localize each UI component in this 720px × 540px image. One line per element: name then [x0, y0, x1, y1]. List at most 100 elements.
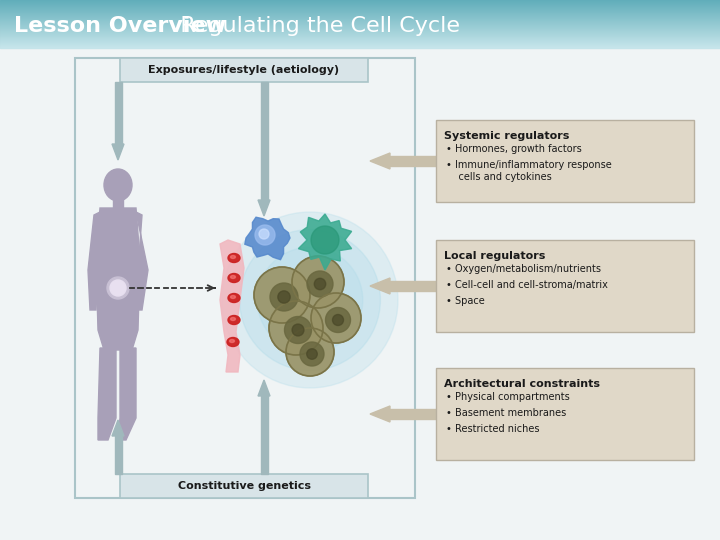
Circle shape [259, 229, 269, 239]
Ellipse shape [227, 338, 239, 347]
Bar [0, 22, 720, 23]
Bar [0, 10, 720, 11]
Bar [0, 28, 720, 29]
Polygon shape [258, 380, 270, 396]
Text: • Space: • Space [446, 296, 485, 306]
Bar [390, 281, 436, 291]
Bar [0, 5, 720, 6]
Polygon shape [370, 153, 390, 169]
Polygon shape [370, 278, 390, 294]
Bar [0, 2, 720, 3]
Circle shape [107, 277, 129, 299]
Bar [0, 44, 720, 45]
Circle shape [222, 212, 398, 388]
Circle shape [269, 301, 323, 355]
Text: Constitutive genetics: Constitutive genetics [178, 481, 310, 491]
Circle shape [307, 349, 318, 359]
Bar [0, 3, 720, 4]
Ellipse shape [230, 275, 235, 279]
Bar [0, 47, 720, 48]
Polygon shape [98, 348, 116, 440]
Bar [0, 17, 720, 18]
Bar [120, 58, 368, 82]
Polygon shape [112, 420, 124, 436]
Bar [0, 16, 720, 17]
Bar [0, 18, 720, 19]
Circle shape [325, 307, 351, 333]
Circle shape [333, 314, 343, 326]
Bar [0, 41, 720, 42]
Polygon shape [118, 348, 136, 440]
Bar [0, 45, 720, 46]
Bar [0, 33, 720, 34]
Bar [0, 46, 720, 47]
Bar [0, 24, 720, 25]
Ellipse shape [228, 253, 240, 262]
Circle shape [257, 247, 363, 353]
Bar [0, 27, 720, 28]
Bar [0, 19, 720, 20]
Bar [261, 82, 268, 200]
Circle shape [270, 283, 298, 311]
Bar [0, 26, 720, 27]
Bar [0, 43, 720, 44]
Text: • Cell-cell and cell-stroma/matrix: • Cell-cell and cell-stroma/matrix [446, 280, 608, 290]
Bar [0, 30, 720, 31]
Bar [261, 396, 268, 474]
Ellipse shape [230, 340, 235, 342]
Bar [436, 240, 694, 332]
Bar [0, 32, 720, 33]
Bar [0, 37, 720, 38]
Bar [0, 34, 720, 35]
Circle shape [311, 293, 361, 343]
Bar [0, 35, 720, 36]
Bar [0, 29, 720, 30]
Bar [0, 11, 720, 12]
Bar [390, 156, 436, 166]
Bar [0, 15, 720, 16]
Polygon shape [258, 200, 270, 216]
Text: Lesson Overview: Lesson Overview [14, 16, 226, 36]
Text: Local regulators: Local regulators [444, 251, 545, 261]
Text: Regulating the Cell Cycle: Regulating the Cell Cycle [159, 16, 460, 36]
Text: Architectural constraints: Architectural constraints [444, 379, 600, 389]
Polygon shape [245, 217, 290, 260]
Bar [0, 23, 720, 24]
Circle shape [284, 316, 312, 343]
Polygon shape [220, 240, 244, 372]
Ellipse shape [228, 273, 240, 282]
Ellipse shape [230, 295, 235, 299]
Polygon shape [96, 208, 140, 350]
Text: • Hormones, growth factors: • Hormones, growth factors [446, 144, 582, 154]
Bar [436, 120, 694, 202]
Bar [0, 9, 720, 10]
Bar [0, 38, 720, 39]
Bar [0, 21, 720, 22]
Bar [0, 4, 720, 5]
Bar [0, 12, 720, 13]
Bar [0, 36, 720, 37]
Bar [0, 7, 720, 8]
Polygon shape [112, 144, 124, 160]
Text: • Restricted niches: • Restricted niches [446, 424, 539, 434]
Polygon shape [370, 406, 390, 422]
Text: • Basement membranes: • Basement membranes [446, 408, 566, 418]
Bar [390, 409, 436, 419]
Bar [0, 0, 720, 1]
Bar [0, 6, 720, 7]
Bar [0, 1, 720, 2]
Ellipse shape [230, 255, 235, 259]
Circle shape [292, 324, 304, 336]
Circle shape [286, 328, 334, 376]
Bar [0, 25, 720, 26]
Text: Systemic regulators: Systemic regulators [444, 131, 570, 141]
Circle shape [110, 280, 126, 296]
Bar [0, 31, 720, 32]
Text: • Oxygen/metabolism/nutrients: • Oxygen/metabolism/nutrients [446, 264, 601, 274]
Bar [113, 199, 123, 209]
Polygon shape [298, 214, 351, 270]
Bar [0, 8, 720, 9]
Text: • Physical compartments: • Physical compartments [446, 392, 570, 402]
Ellipse shape [228, 315, 240, 325]
Bar [114, 82, 122, 144]
